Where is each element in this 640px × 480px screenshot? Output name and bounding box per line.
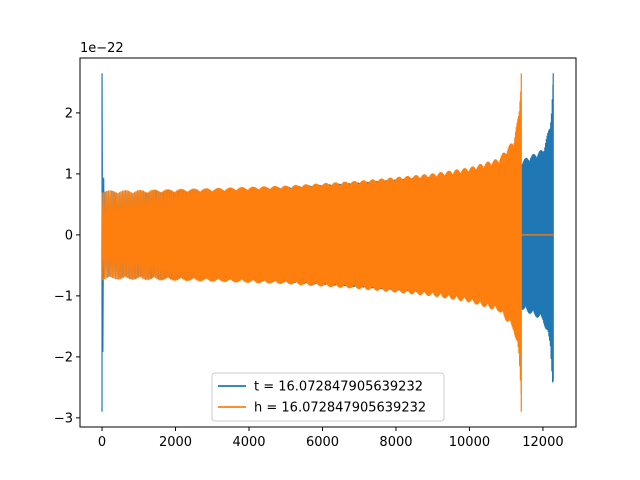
y-tick-label: 1	[65, 167, 73, 182]
x-tick-label: 10000	[449, 435, 490, 450]
x-axis: 0 2000 4000 6000 8000 10000 12000	[98, 427, 564, 450]
legend-box	[211, 372, 445, 422]
y-tick-label: −1	[54, 289, 73, 304]
y-axis: −3 −2 −1 0 1 2	[54, 106, 80, 426]
legend: t = 16.072847905639232 h = 16.07284790563…	[211, 372, 445, 422]
y-tick-label: 2	[65, 106, 73, 121]
x-tick-label: 4000	[232, 435, 265, 450]
x-tick-label: 0	[98, 435, 106, 450]
y-tick-label: −3	[54, 411, 73, 426]
x-tick-label: 12000	[522, 435, 563, 450]
legend-label: h = 16.072847905639232	[254, 401, 426, 416]
x-tick-label: 6000	[306, 435, 339, 450]
x-tick-label: 2000	[159, 435, 192, 450]
legend-label: t = 16.072847905639232	[254, 380, 423, 395]
series-layer	[101, 73, 554, 412]
y-tick-label: −2	[54, 350, 73, 365]
y-tick-label: 0	[65, 228, 73, 243]
plot-area	[101, 73, 554, 412]
y-offset-label: 1e−22	[80, 41, 124, 56]
x-tick-label: 8000	[379, 435, 412, 450]
series-line-1	[101, 73, 554, 412]
axes-frame	[79, 57, 577, 428]
